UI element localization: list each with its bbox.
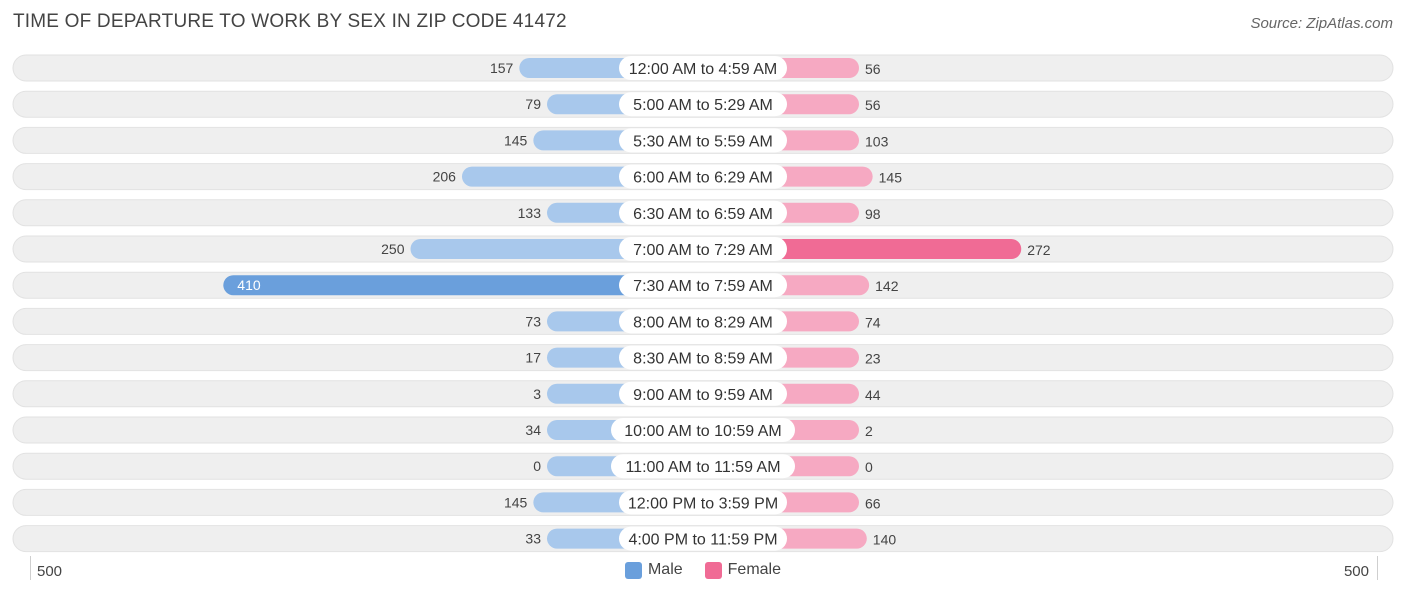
male-value-label: 0 bbox=[533, 458, 541, 474]
legend-label-female: Female bbox=[727, 561, 782, 578]
female-value-label: 2 bbox=[865, 423, 873, 439]
category-label: 5:30 AM to 5:59 AM bbox=[633, 133, 773, 150]
male-value-label: 79 bbox=[525, 96, 541, 112]
legend-label-male: Male bbox=[647, 561, 683, 578]
category-label-bg bbox=[619, 309, 787, 334]
male-value-label: 410 bbox=[237, 277, 261, 293]
category-label: 5:00 AM to 5:29 AM bbox=[633, 97, 773, 114]
category-label-bg bbox=[619, 200, 787, 225]
axis-right-label: 500 bbox=[1343, 563, 1369, 580]
category-label-bg bbox=[619, 526, 787, 551]
category-label-bg bbox=[619, 56, 787, 80]
category-label: 12:00 PM to 3:59 PM bbox=[628, 495, 778, 512]
female-value-label: 56 bbox=[865, 97, 881, 113]
category-label-bg bbox=[619, 273, 787, 298]
male-value-label: 3 bbox=[533, 386, 541, 402]
category-label: 10:00 AM to 10:59 AM bbox=[624, 423, 781, 440]
male-value-label: 145 bbox=[504, 132, 528, 148]
category-label: 7:30 AM to 7:59 AM bbox=[633, 278, 773, 295]
category-label-bg bbox=[619, 345, 787, 370]
male-value-label: 145 bbox=[504, 494, 528, 510]
legend: Male Female bbox=[0, 561, 1406, 579]
category-label: 8:00 AM to 8:29 AM bbox=[633, 314, 773, 331]
male-value-label: 157 bbox=[490, 60, 514, 76]
female-value-label: 103 bbox=[865, 133, 889, 149]
legend-item-female[interactable]: Female bbox=[704, 561, 782, 579]
category-label-bg bbox=[619, 128, 787, 153]
male-value-label: 133 bbox=[518, 205, 542, 221]
bar-male bbox=[223, 275, 704, 296]
category-label-bg bbox=[619, 237, 787, 261]
category-label: 6:00 AM to 6:29 AM bbox=[633, 170, 773, 187]
male-value-label: 34 bbox=[525, 422, 541, 438]
female-value-label: 140 bbox=[873, 532, 897, 548]
category-label: 8:30 AM to 8:59 AM bbox=[633, 351, 773, 368]
category-label-bg bbox=[619, 381, 787, 406]
legend-swatch-female bbox=[704, 561, 722, 579]
category-label-bg bbox=[619, 92, 787, 117]
female-value-label: 66 bbox=[865, 495, 881, 511]
category-label: 4:00 PM to 11:59 PM bbox=[628, 532, 777, 549]
female-value-label: 142 bbox=[875, 278, 899, 294]
category-label: 11:00 AM to 11:59 AM bbox=[625, 459, 780, 476]
legend-item-male[interactable]: Male bbox=[624, 561, 683, 579]
female-value-label: 23 bbox=[865, 351, 881, 367]
category-label-bg bbox=[611, 454, 795, 479]
legend-swatch-male bbox=[624, 561, 642, 579]
female-value-label: 272 bbox=[1027, 242, 1051, 258]
female-value-label: 0 bbox=[865, 459, 873, 475]
chart-title: TIME OF DEPARTURE TO WORK BY SEX IN ZIP … bbox=[13, 11, 567, 32]
female-value-label: 44 bbox=[865, 387, 881, 403]
category-label-bg bbox=[619, 164, 787, 189]
axis-left-label: 500 bbox=[37, 563, 63, 580]
category-label-bg bbox=[619, 490, 787, 515]
category-label: 7:00 AM to 7:29 AM bbox=[633, 242, 773, 259]
category-label: 9:00 AM to 9:59 AM bbox=[633, 387, 773, 404]
female-value-label: 74 bbox=[865, 314, 881, 330]
male-value-label: 206 bbox=[433, 169, 457, 185]
male-value-label: 250 bbox=[381, 241, 405, 257]
male-value-label: 73 bbox=[525, 313, 541, 329]
category-label: 6:30 AM to 6:59 AM bbox=[633, 206, 773, 223]
male-value-label: 33 bbox=[525, 531, 541, 547]
female-value-label: 145 bbox=[879, 170, 903, 186]
male-value-label: 17 bbox=[525, 350, 541, 366]
female-value-label: 56 bbox=[865, 61, 881, 77]
female-value-label: 98 bbox=[865, 206, 881, 222]
category-label-bg bbox=[611, 418, 795, 442]
source-note: Source: ZipAtlas.com bbox=[1250, 15, 1393, 32]
category-label: 12:00 AM to 4:59 AM bbox=[629, 61, 778, 78]
